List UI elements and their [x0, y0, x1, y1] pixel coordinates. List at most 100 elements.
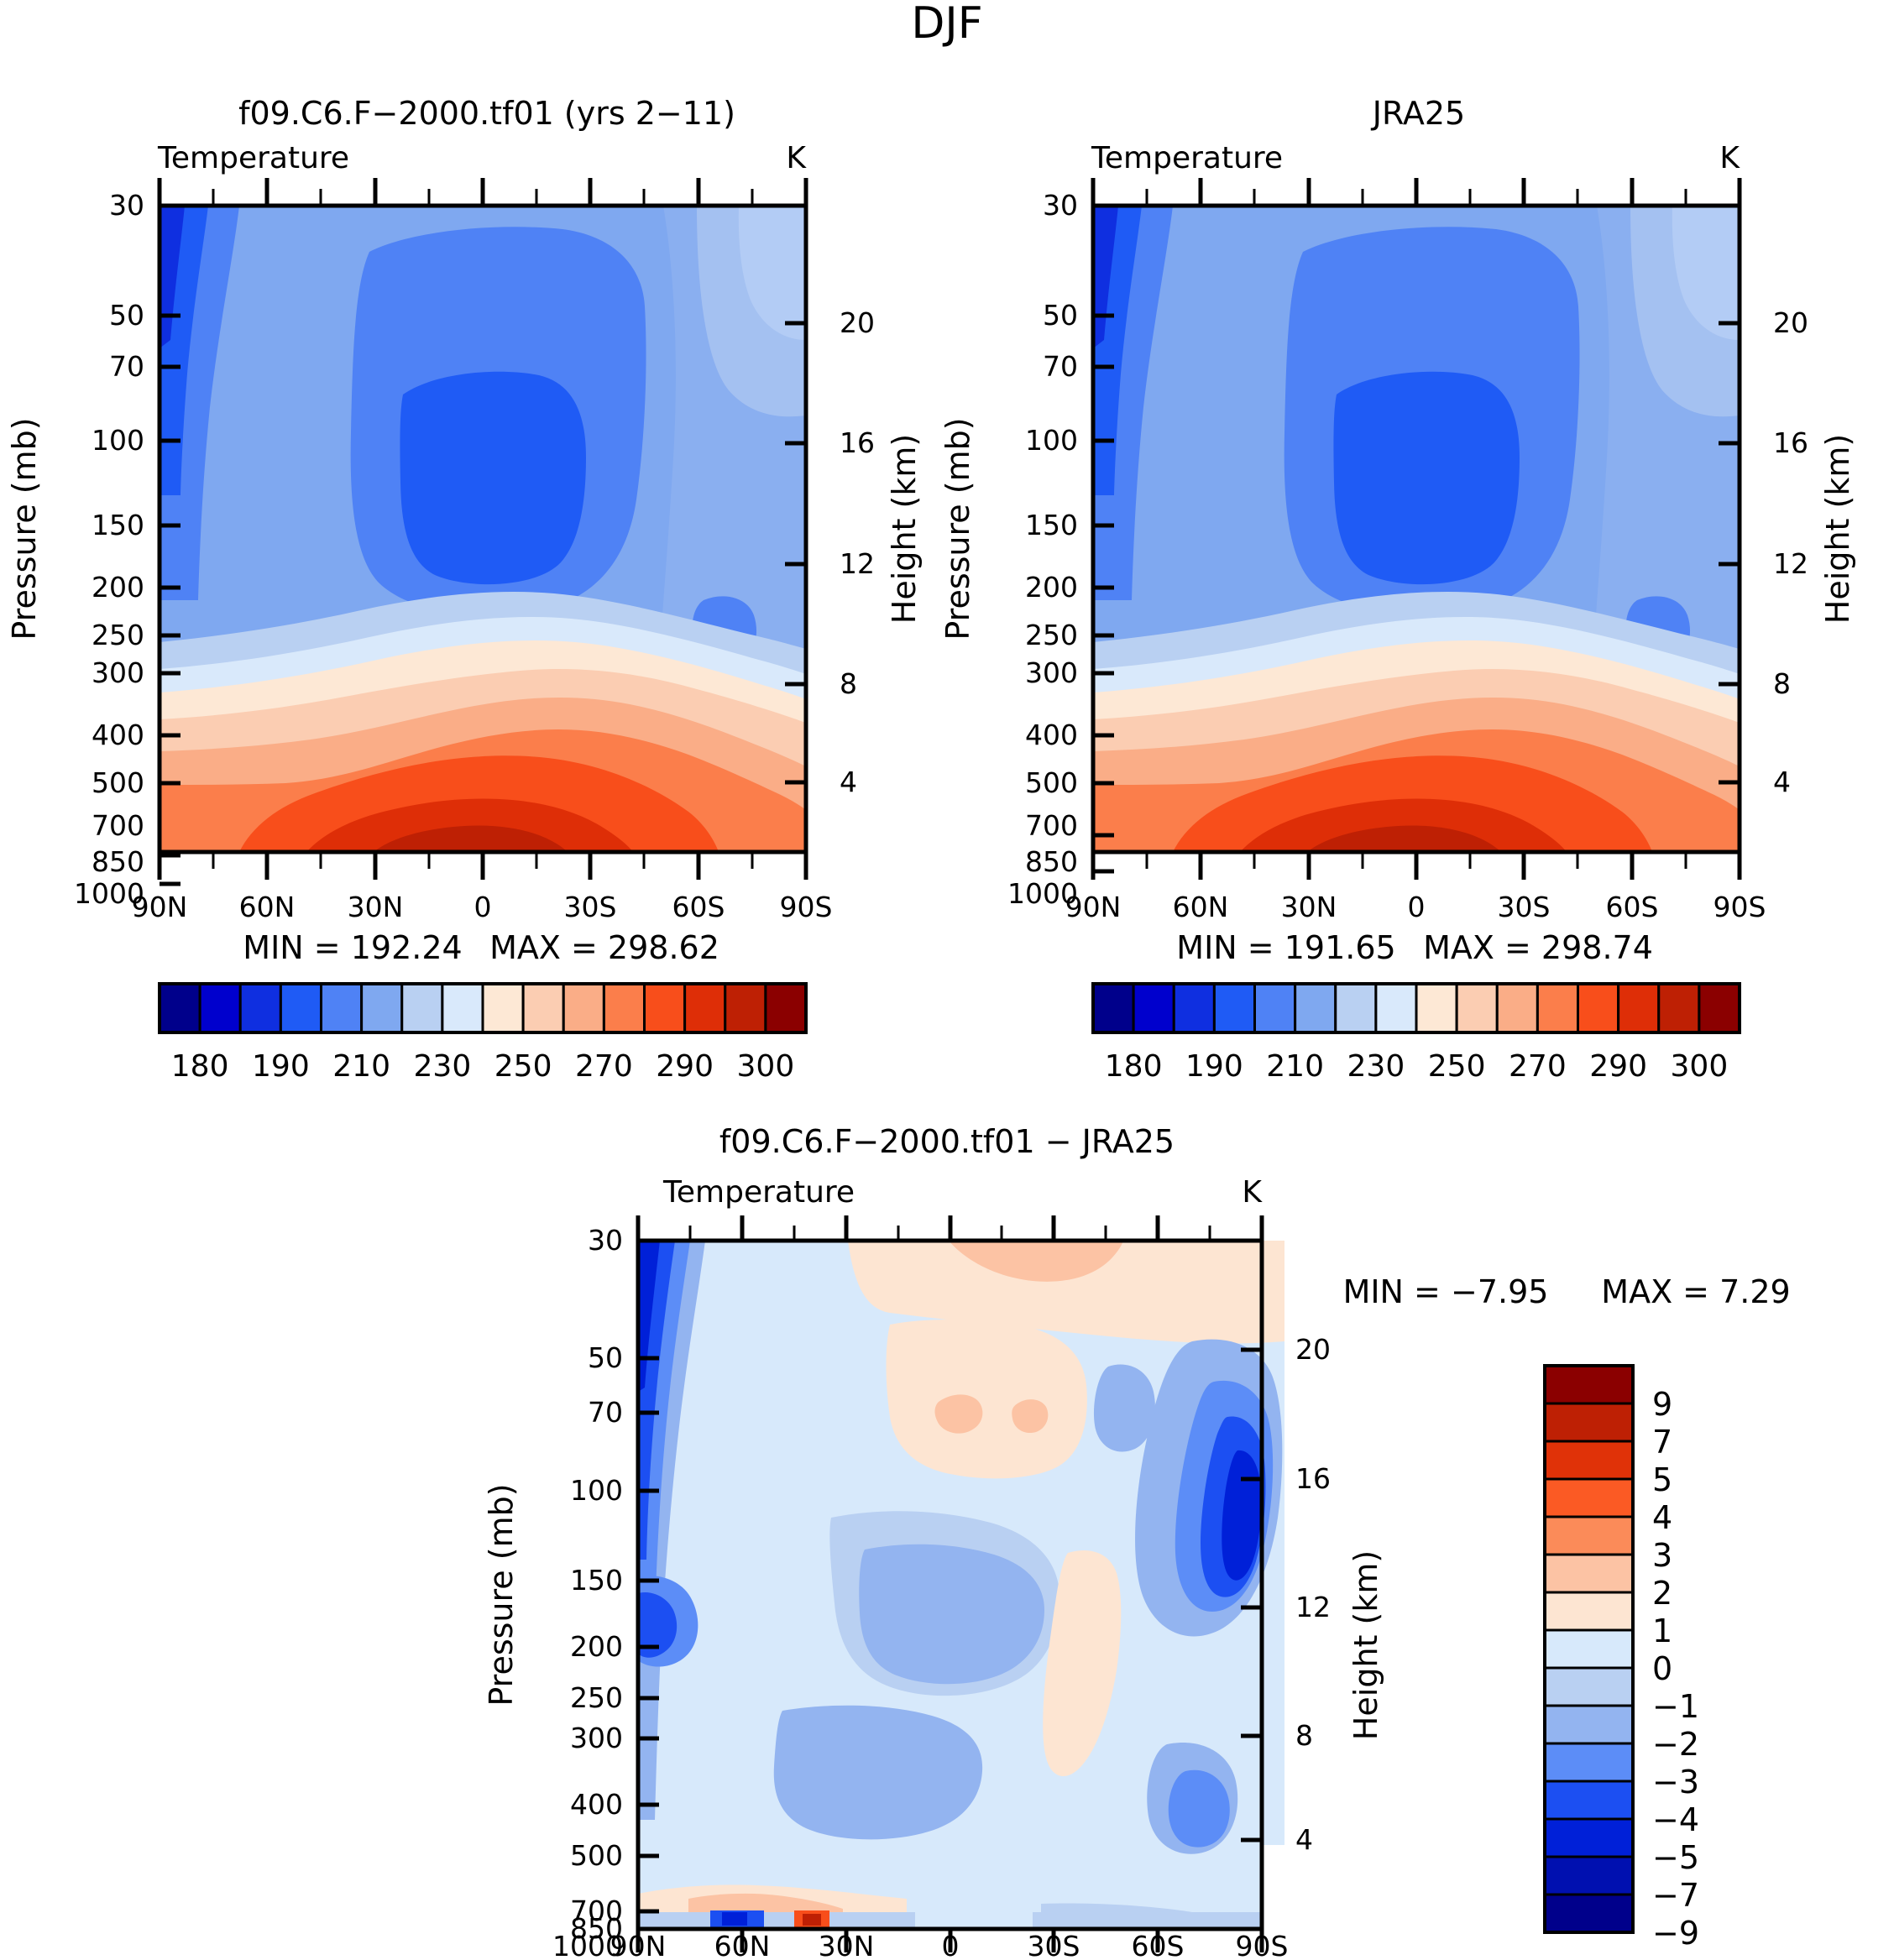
y2-tick-16: 16	[1295, 1462, 1331, 1495]
colorbar-cell[interactable]	[602, 982, 646, 1034]
colorbar-cell[interactable]	[1577, 982, 1620, 1034]
panel-model-contour-field	[160, 206, 806, 852]
panel-diff-variable-label: Temperature	[662, 1175, 855, 1210]
colorbar-cell[interactable]	[1543, 1364, 1635, 1405]
colorbar-cell[interactable]	[724, 982, 767, 1034]
colorbar-tick-label: 2	[1652, 1575, 1672, 1612]
colorbar-cell[interactable]	[1334, 982, 1378, 1034]
x-tick-0: 0	[474, 891, 492, 923]
colorbar-cell[interactable]	[441, 982, 484, 1034]
colorbar-cell[interactable]	[1543, 1817, 1635, 1858]
y-tick-100: 100	[92, 424, 144, 457]
colorbar-tick-label: 190	[1185, 1049, 1243, 1084]
panel-obs-y-axis: 30 50 70 100 150 200 250 300 400 500 700…	[1007, 189, 1114, 910]
colorbar-cell[interactable]	[1543, 1666, 1635, 1707]
colorbar-cell[interactable]	[1617, 982, 1661, 1034]
x-tick-30S: 30S	[1498, 891, 1551, 923]
y-tick-200: 200	[1025, 571, 1078, 604]
y-tick-700: 700	[1025, 809, 1078, 842]
x-tick-60S: 60S	[1606, 891, 1659, 923]
y-tick-500: 500	[92, 766, 144, 799]
panel-diff-colorbar[interactable]	[1543, 1364, 1635, 1934]
y2-tick-20: 20	[1773, 306, 1808, 339]
colorbar-cell[interactable]	[1091, 982, 1135, 1034]
main-title: DJF	[911, 0, 982, 49]
colorbar-cell[interactable]	[279, 982, 323, 1034]
colorbar-cell[interactable]	[1374, 982, 1418, 1034]
y2-tick-12: 12	[1773, 547, 1808, 580]
y-tick-70: 70	[109, 350, 144, 383]
panel-obs-colorbar[interactable]	[1091, 982, 1741, 1034]
panel-obs-units-label: K	[1719, 141, 1740, 175]
colorbar-cell[interactable]	[1543, 1855, 1635, 1896]
y-tick-150: 150	[1025, 509, 1078, 541]
colorbar-cell[interactable]	[1253, 982, 1297, 1034]
colorbar-cell[interactable]	[1657, 982, 1701, 1034]
panel-obs-variable-label: Temperature	[1091, 141, 1283, 175]
panel-obs-colorbar-labels: 180 190 210 230 250 270 290 300	[1105, 1049, 1728, 1084]
colorbar-tick-label: 230	[414, 1049, 472, 1084]
colorbar-cell[interactable]	[360, 982, 404, 1034]
panel-obs-max: MAX = 298.74	[1423, 929, 1653, 966]
y2-tick-4: 4	[1773, 766, 1791, 798]
y2-tick-12: 12	[840, 547, 875, 580]
colorbar-cell[interactable]	[238, 982, 282, 1034]
y-tick-250: 250	[1025, 619, 1078, 651]
panel-diff: f09.C6.F−2000.tf01 − JRA25 Temperature K	[483, 1123, 1791, 1960]
colorbar-cell[interactable]	[1543, 1402, 1635, 1443]
colorbar-cell[interactable]	[1455, 982, 1499, 1034]
panel-obs-top-ticks	[1091, 178, 1742, 206]
colorbar-cell[interactable]	[1543, 1591, 1635, 1632]
colorbar-cell[interactable]	[1543, 1553, 1635, 1594]
colorbar-tick-label: −7	[1652, 1877, 1699, 1914]
colorbar-cell[interactable]	[1172, 982, 1216, 1034]
colorbar-cell[interactable]	[1543, 1515, 1635, 1556]
colorbar-tick-label: 300	[1671, 1049, 1729, 1084]
y-tick-300: 300	[92, 656, 144, 689]
colorbar-cell[interactable]	[158, 982, 201, 1034]
colorbar-cell[interactable]	[562, 982, 605, 1034]
colorbar-cell[interactable]	[1536, 982, 1580, 1034]
panel-model-title: f09.C6.F−2000.tf01 (yrs 2−11)	[238, 95, 735, 132]
x-tick-90S: 90S	[1236, 1930, 1289, 1960]
colorbar-cell[interactable]	[1132, 982, 1175, 1034]
colorbar-cell[interactable]	[643, 982, 687, 1034]
colorbar-cell[interactable]	[198, 982, 242, 1034]
colorbar-cell[interactable]	[683, 982, 727, 1034]
panel-obs-title: JRA25	[1371, 95, 1465, 132]
colorbar-cell[interactable]	[481, 982, 525, 1034]
y-tick-850: 850	[1025, 845, 1078, 878]
colorbar-cell[interactable]	[1212, 982, 1257, 1034]
colorbar-cell[interactable]	[1543, 1628, 1635, 1670]
colorbar-cell[interactable]	[1543, 1704, 1635, 1745]
x-tick-90N: 90N	[1065, 891, 1122, 923]
colorbar-cell[interactable]	[1543, 1477, 1635, 1518]
y-tick-150: 150	[92, 509, 144, 541]
y-tick-850: 850	[92, 845, 144, 878]
colorbar-cell[interactable]	[1495, 982, 1539, 1034]
y2-tick-16: 16	[1773, 426, 1808, 459]
colorbar-cell[interactable]	[320, 982, 364, 1034]
y2-tick-8: 8	[1773, 667, 1791, 700]
colorbar-cell[interactable]	[1415, 982, 1458, 1034]
y-tick-500: 500	[570, 1839, 623, 1872]
colorbar-cell[interactable]	[1543, 1742, 1635, 1783]
colorbar-tick-label: −2	[1652, 1726, 1699, 1763]
colorbar-cell[interactable]	[1294, 982, 1337, 1034]
panel-obs-y2label: Height (km)	[1819, 434, 1856, 624]
colorbar-cell[interactable]	[521, 982, 565, 1034]
colorbar-cell[interactable]	[1543, 1780, 1635, 1821]
y-tick-400: 400	[92, 719, 144, 751]
colorbar-cell[interactable]	[764, 982, 808, 1034]
colorbar-cell[interactable]	[1543, 1440, 1635, 1481]
x-tick-60N: 60N	[239, 891, 296, 923]
panel-obs-contour-field	[1093, 206, 1740, 852]
colorbar-cell[interactable]	[400, 982, 444, 1034]
panel-model-colorbar[interactable]	[158, 982, 808, 1034]
colorbar-cell[interactable]	[1698, 982, 1741, 1034]
colorbar-cell[interactable]	[1543, 1893, 1635, 1934]
panel-model-units-label: K	[786, 141, 807, 175]
colorbar-tick-label: 270	[575, 1049, 633, 1084]
x-tick-30N: 30N	[1281, 891, 1337, 923]
